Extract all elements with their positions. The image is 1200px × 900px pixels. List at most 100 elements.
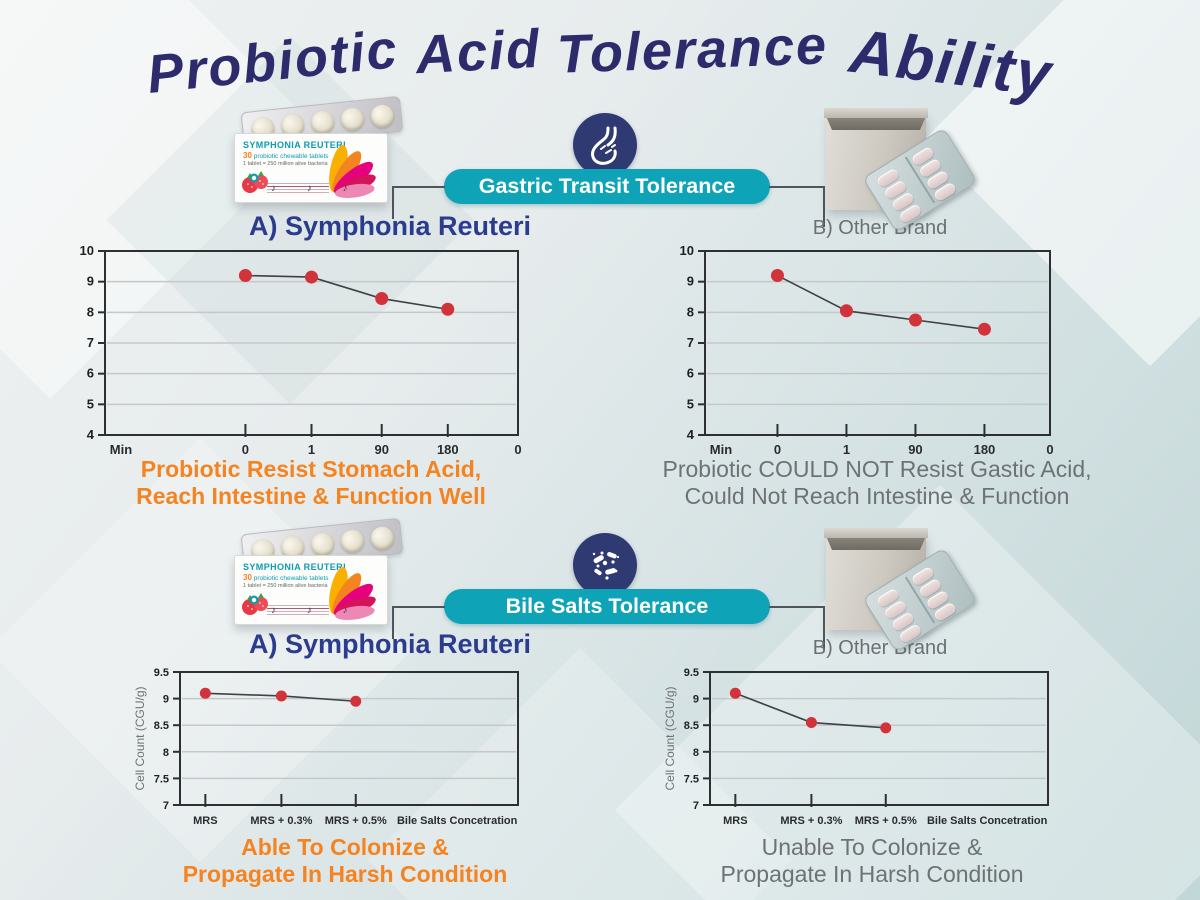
svg-text:0: 0 bbox=[514, 442, 521, 457]
stomach-icon bbox=[573, 113, 637, 177]
title-word: Ability bbox=[846, 16, 1057, 111]
svg-text:4: 4 bbox=[87, 427, 95, 442]
product-box: SYMPHONIA REUTERI 30 probiotic chewable … bbox=[234, 133, 388, 203]
svg-text:7.5: 7.5 bbox=[154, 773, 169, 785]
svg-text:8.5: 8.5 bbox=[154, 720, 169, 732]
svg-text:0: 0 bbox=[774, 442, 781, 457]
chart-gastric-symphonia: 4 5 6 7 8 9 10 0 1 90 180 Min 0 bbox=[60, 243, 535, 466]
product-desc-text: 30 probiotic chewable tablets bbox=[243, 573, 329, 582]
symphonia-product-image: SYMPHONIA REUTERI 30 probiotic chewable … bbox=[234, 95, 404, 203]
svg-text:Cell Count (CGU/g): Cell Count (CGU/g) bbox=[133, 686, 147, 790]
product-sub-text: 1 tablet = 250 million alive bacteria bbox=[243, 161, 328, 167]
svg-text:180: 180 bbox=[437, 442, 459, 457]
svg-text:MRS: MRS bbox=[193, 815, 217, 827]
svg-text:9: 9 bbox=[87, 274, 94, 289]
svg-text:8: 8 bbox=[693, 747, 699, 759]
tablet bbox=[309, 531, 335, 557]
flower-logo-icon bbox=[329, 145, 376, 198]
tablet bbox=[369, 525, 395, 551]
caption-bile-other-brand: Unable To Colonize & Propagate In Harsh … bbox=[720, 834, 1024, 888]
svg-text:7: 7 bbox=[693, 800, 699, 812]
strawberry-icon bbox=[242, 593, 268, 615]
connector-line bbox=[392, 186, 445, 188]
svg-text:MRS + 0.5%: MRS + 0.5% bbox=[325, 815, 387, 827]
tablet bbox=[369, 103, 395, 129]
product-desc-text: 30 probiotic chewable tablets bbox=[243, 151, 329, 160]
svg-text:MRS + 0.3%: MRS + 0.3% bbox=[250, 815, 312, 827]
title-word: Probiotic bbox=[143, 18, 401, 105]
svg-text:Cell Count (CGU/g): Cell Count (CGU/g) bbox=[663, 686, 677, 790]
svg-text:90: 90 bbox=[908, 442, 922, 457]
svg-text:6: 6 bbox=[687, 366, 694, 381]
svg-text:Bile Salts Concetration: Bile Salts Concetration bbox=[397, 815, 518, 827]
product-b-label: B) Other Brand bbox=[812, 637, 948, 659]
symphonia-product-image: SYMPHONIA REUTERI 30 probiotic chewable … bbox=[234, 517, 404, 625]
svg-text:0: 0 bbox=[1046, 442, 1053, 457]
svg-text:7.5: 7.5 bbox=[684, 773, 699, 785]
svg-text:Min: Min bbox=[110, 442, 132, 457]
other-brand-product-image bbox=[824, 108, 978, 233]
svg-text:5: 5 bbox=[687, 396, 694, 411]
svg-text:8: 8 bbox=[163, 747, 169, 759]
product-brand-text: SYMPHONIA REUTERI bbox=[243, 562, 346, 572]
connector-line bbox=[392, 186, 394, 219]
svg-text:MRS + 0.5%: MRS + 0.5% bbox=[855, 815, 917, 827]
music-staff bbox=[267, 605, 329, 616]
connector-line bbox=[769, 606, 825, 608]
title-word: Tolerance bbox=[556, 15, 830, 85]
svg-text:MRS: MRS bbox=[723, 815, 747, 827]
svg-text:9.5: 9.5 bbox=[684, 667, 699, 679]
flower-logo-icon bbox=[329, 567, 376, 620]
svg-text:8: 8 bbox=[687, 304, 694, 319]
tablet bbox=[339, 528, 365, 554]
svg-text:1: 1 bbox=[843, 442, 850, 457]
caption-bile-symphonia: Able To Colonize & Propagate In Harsh Co… bbox=[182, 834, 508, 888]
chart-bile-symphonia: 7 7.5 8 8.5 9 9.5 MRS MRS + 0.3% MRS + 0.5% Bile … bbox=[130, 664, 605, 839]
svg-text:Bile Salts Concetration: Bile Salts Concetration bbox=[927, 815, 1048, 827]
svg-text:5: 5 bbox=[87, 396, 94, 411]
music-staff bbox=[267, 183, 329, 194]
svg-text:9: 9 bbox=[693, 694, 699, 706]
title-word: Acid bbox=[414, 18, 543, 86]
svg-text:Min: Min bbox=[710, 442, 732, 457]
caption-gastric-symphonia: Probiotic Resist Stomach Acid, Reach Int… bbox=[136, 456, 486, 510]
strawberry-icon bbox=[242, 171, 268, 193]
connector-line bbox=[823, 606, 825, 649]
svg-text:180: 180 bbox=[974, 442, 996, 457]
product-b-label: B) Other Brand bbox=[812, 217, 948, 239]
product-a-label: A) Symphonia Reuteri bbox=[248, 629, 532, 659]
svg-text:7: 7 bbox=[163, 800, 169, 812]
svg-text:9: 9 bbox=[687, 274, 694, 289]
chart-gastric-other-brand: 4 5 6 7 8 9 10 0 1 90 180 Min 0 bbox=[660, 243, 1135, 466]
connector-line bbox=[823, 186, 825, 227]
svg-text:6: 6 bbox=[87, 366, 94, 381]
section-badge-bile-salts: Bile Salts Tolerance bbox=[444, 589, 770, 624]
product-brand-text: SYMPHONIA REUTERI bbox=[243, 140, 346, 150]
svg-text:1: 1 bbox=[308, 442, 315, 457]
connector-line bbox=[392, 606, 394, 639]
svg-text:9: 9 bbox=[163, 694, 169, 706]
page-title: Probiotic Acid Tolerance Ability bbox=[0, 15, 1200, 110]
connector-line bbox=[769, 186, 825, 188]
svg-text:9.5: 9.5 bbox=[154, 667, 169, 679]
connector-line bbox=[392, 606, 445, 608]
svg-text:8.5: 8.5 bbox=[684, 720, 699, 732]
product-a-label: A) Symphonia Reuteri bbox=[248, 211, 532, 241]
music-notes-icon: ♪ ♪ ♪ bbox=[271, 605, 362, 616]
svg-text:0: 0 bbox=[242, 442, 249, 457]
svg-text:7: 7 bbox=[87, 335, 94, 350]
section-badge-gastric: Gastric Transit Tolerance bbox=[444, 169, 770, 204]
tablet bbox=[339, 106, 365, 132]
chart-bile-other-brand: 7 7.5 8 8.5 9 9.5 MRS MRS + 0.3% MRS + 0.5% Bile … bbox=[660, 664, 1135, 839]
caption-gastric-other-brand: Probiotic COULD NOT Resist Gastic Acid, … bbox=[662, 456, 1092, 510]
other-brand-product-image bbox=[824, 528, 978, 653]
svg-text:MRS + 0.3%: MRS + 0.3% bbox=[780, 815, 842, 827]
svg-text:90: 90 bbox=[374, 442, 388, 457]
svg-text:7: 7 bbox=[687, 335, 694, 350]
svg-text:10: 10 bbox=[680, 243, 694, 258]
tablet bbox=[309, 109, 335, 135]
svg-text:10: 10 bbox=[80, 243, 94, 258]
product-box: SYMPHONIA REUTERI 30 probiotic chewable … bbox=[234, 555, 388, 625]
svg-text:4: 4 bbox=[687, 427, 695, 442]
